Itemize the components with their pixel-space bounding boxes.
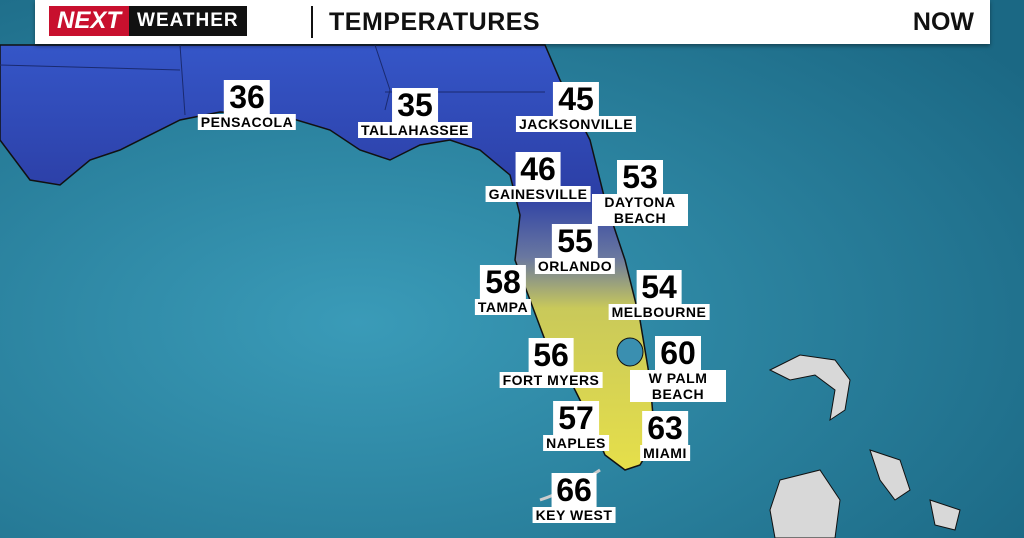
temperature: 45 xyxy=(553,82,599,116)
city-label: 45 JACKSONVILLE xyxy=(515,82,637,132)
city-name: KEY WEST xyxy=(532,507,616,523)
temperature: 46 xyxy=(515,152,561,186)
city-label: 36 PENSACOLA xyxy=(197,80,297,130)
header-time: NOW xyxy=(912,8,974,36)
temperature: 56 xyxy=(528,338,574,372)
city-name: TALLAHASSEE xyxy=(358,122,472,138)
temperature: 35 xyxy=(392,88,438,122)
city-label: 55 ORLANDO xyxy=(534,224,616,274)
city-name: ORLANDO xyxy=(534,258,616,274)
temperature: 36 xyxy=(224,80,270,114)
temperature: 54 xyxy=(636,270,682,304)
temperature: 57 xyxy=(553,401,599,435)
city-name: NAPLES xyxy=(543,435,609,451)
header-bar: NEXT WEATHER TEMPERATURES NOW xyxy=(35,0,990,44)
city-label: 66 KEY WEST xyxy=(532,473,616,523)
logo: NEXT WEATHER xyxy=(49,6,247,36)
temperature: 66 xyxy=(551,473,597,507)
city-label: 46 GAINESVILLE xyxy=(485,152,591,202)
city-name: PENSACOLA xyxy=(197,114,297,130)
temperature: 58 xyxy=(480,265,526,299)
city-name: GAINESVILLE xyxy=(485,186,591,202)
temperature: 63 xyxy=(642,411,688,445)
divider xyxy=(311,6,313,38)
city-label: 63 MIAMI xyxy=(640,411,690,461)
logo-weather: WEATHER xyxy=(137,10,239,31)
city-name: FORT MYERS xyxy=(499,372,603,388)
city-name: TAMPA xyxy=(474,299,532,315)
city-label: 56 FORT MYERS xyxy=(499,338,603,388)
city-name: JACKSONVILLE xyxy=(515,116,637,132)
temperature: 55 xyxy=(552,224,598,258)
temperature: 60 xyxy=(655,336,701,370)
city-name: MIAMI xyxy=(640,445,690,461)
temperature: 53 xyxy=(617,160,663,194)
city-name: DAYTONA BEACH xyxy=(592,194,688,226)
city-name: MELBOURNE xyxy=(608,304,710,320)
header-title: TEMPERATURES xyxy=(329,8,541,36)
city-label: 35 TALLAHASSEE xyxy=(358,88,472,138)
city-label: 58 TAMPA xyxy=(474,265,532,315)
logo-next: NEXT xyxy=(49,6,130,36)
city-label: 53 DAYTONA BEACH xyxy=(592,160,688,226)
city-name: W PALM BEACH xyxy=(630,370,726,402)
city-label: 60 W PALM BEACH xyxy=(630,336,726,402)
city-label: 54 MELBOURNE xyxy=(608,270,710,320)
city-label: 57 NAPLES xyxy=(543,401,609,451)
